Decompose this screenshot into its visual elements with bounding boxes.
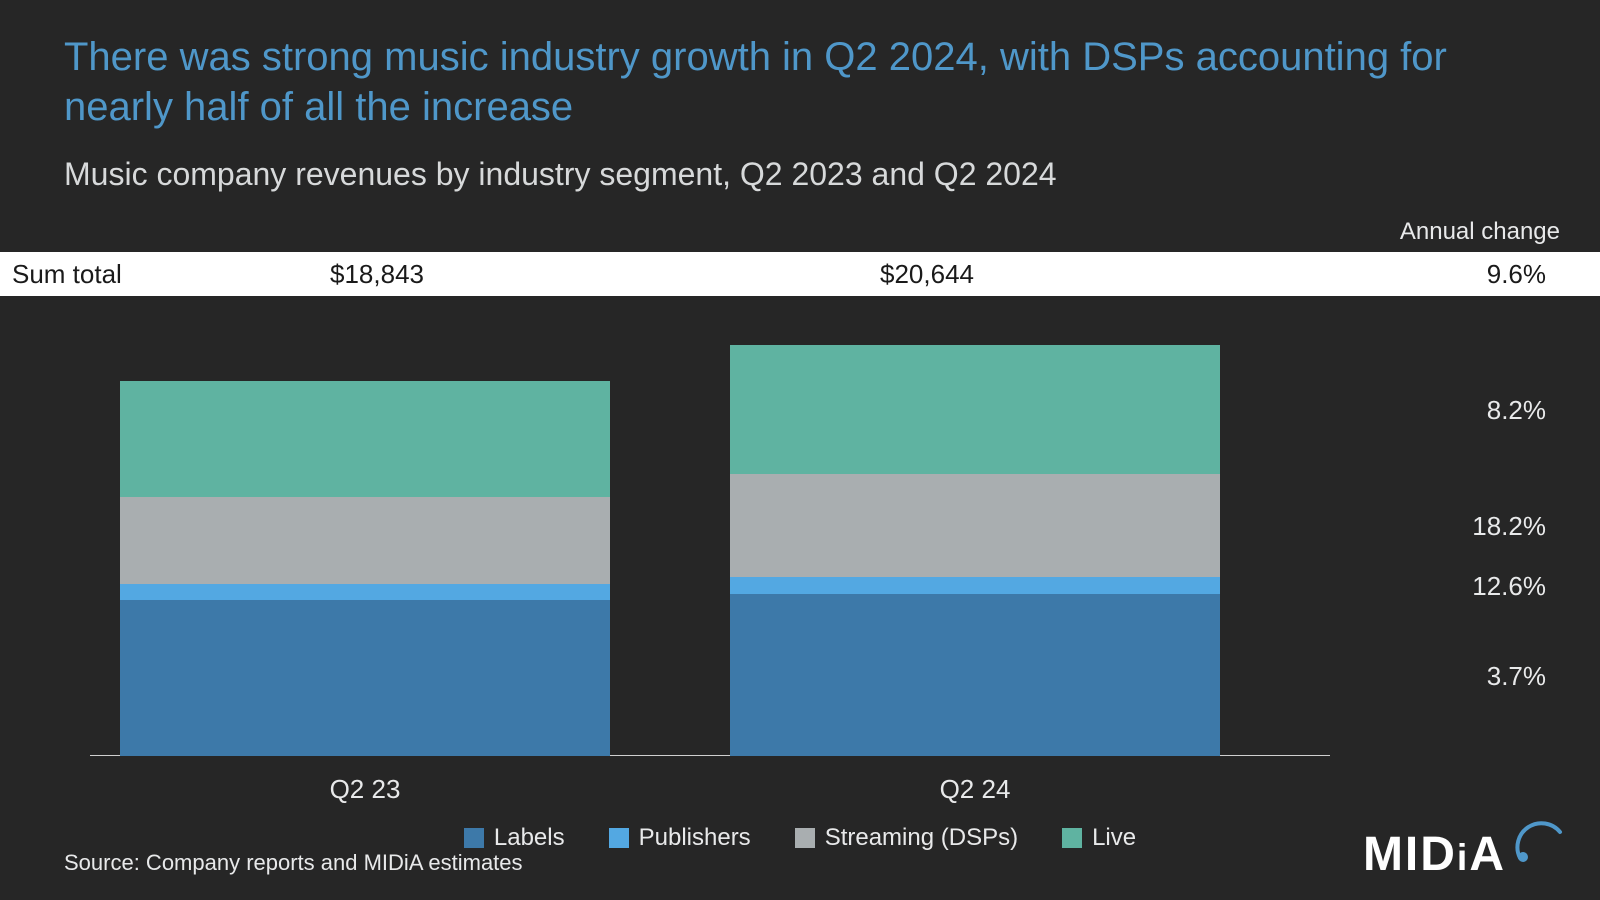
midia-logo: MIDiA xyxy=(1363,816,1562,882)
logo-text-1: MID xyxy=(1363,827,1457,882)
logo-arc-icon xyxy=(1508,816,1562,870)
segment-live xyxy=(120,381,610,498)
logo-text-i: i xyxy=(1457,836,1469,879)
segment-publishers xyxy=(730,577,1220,594)
x-label-q2-23: Q2 23 xyxy=(330,774,401,805)
sum-total-row: Sum total $18,843 $20,644 9.6% xyxy=(0,252,1600,296)
annual-change-publishers: 12.6% xyxy=(1472,571,1546,602)
plot xyxy=(90,318,1330,756)
legend-item-publishers: Publishers xyxy=(609,824,751,852)
sum-total-label: Sum total xyxy=(12,259,122,290)
chart-title: There was strong music industry growth i… xyxy=(64,32,1536,132)
legend-label-streaming: Streaming (DSPs) xyxy=(825,824,1018,852)
legend-label-live: Live xyxy=(1092,824,1136,852)
legend-item-labels: Labels xyxy=(464,824,565,852)
x-label-q2-24: Q2 24 xyxy=(940,774,1011,805)
segment-labels xyxy=(730,594,1220,756)
legend-label-labels: Labels xyxy=(494,824,565,852)
chart-subtitle: Music company revenues by industry segme… xyxy=(64,156,1536,193)
legend: Labels Publishers Streaming (DSPs) Live xyxy=(0,824,1600,852)
legend-swatch-publishers xyxy=(609,828,629,848)
segment-labels xyxy=(120,600,610,756)
annual-change-header: Annual change xyxy=(1400,218,1560,246)
annual-change-streaming: 18.2% xyxy=(1472,511,1546,542)
legend-item-live: Live xyxy=(1062,824,1136,852)
legend-swatch-streaming xyxy=(795,828,815,848)
slide: There was strong music industry growth i… xyxy=(0,0,1600,900)
logo-text-2: A xyxy=(1469,827,1506,882)
annual-change-labels: 3.7% 12.6% 18.2% 8.2% xyxy=(1430,318,1560,756)
sum-total-pct: 9.6% xyxy=(1487,259,1546,290)
x-axis-labels: Q2 23 Q2 24 xyxy=(90,774,1330,814)
segment-streaming xyxy=(730,474,1220,577)
annual-change-labels: 3.7% xyxy=(1487,661,1546,692)
bar-q2-23 xyxy=(120,381,610,756)
legend-label-publishers: Publishers xyxy=(639,824,751,852)
segment-live xyxy=(730,345,1220,474)
legend-swatch-labels xyxy=(464,828,484,848)
segment-publishers xyxy=(120,584,610,599)
legend-swatch-live xyxy=(1062,828,1082,848)
sum-total-q2-23: $18,843 xyxy=(330,259,424,290)
annual-change-live: 8.2% xyxy=(1487,395,1546,426)
source-text: Source: Company reports and MIDiA estima… xyxy=(64,850,523,876)
segment-streaming xyxy=(120,497,610,584)
bar-q2-24 xyxy=(730,345,1220,756)
chart-area: 3.7% 12.6% 18.2% 8.2% Q2 23 Q2 24 Labels Pub… xyxy=(0,296,1600,900)
legend-item-streaming: Streaming (DSPs) xyxy=(795,824,1018,852)
sum-total-q2-24: $20,644 xyxy=(880,259,974,290)
